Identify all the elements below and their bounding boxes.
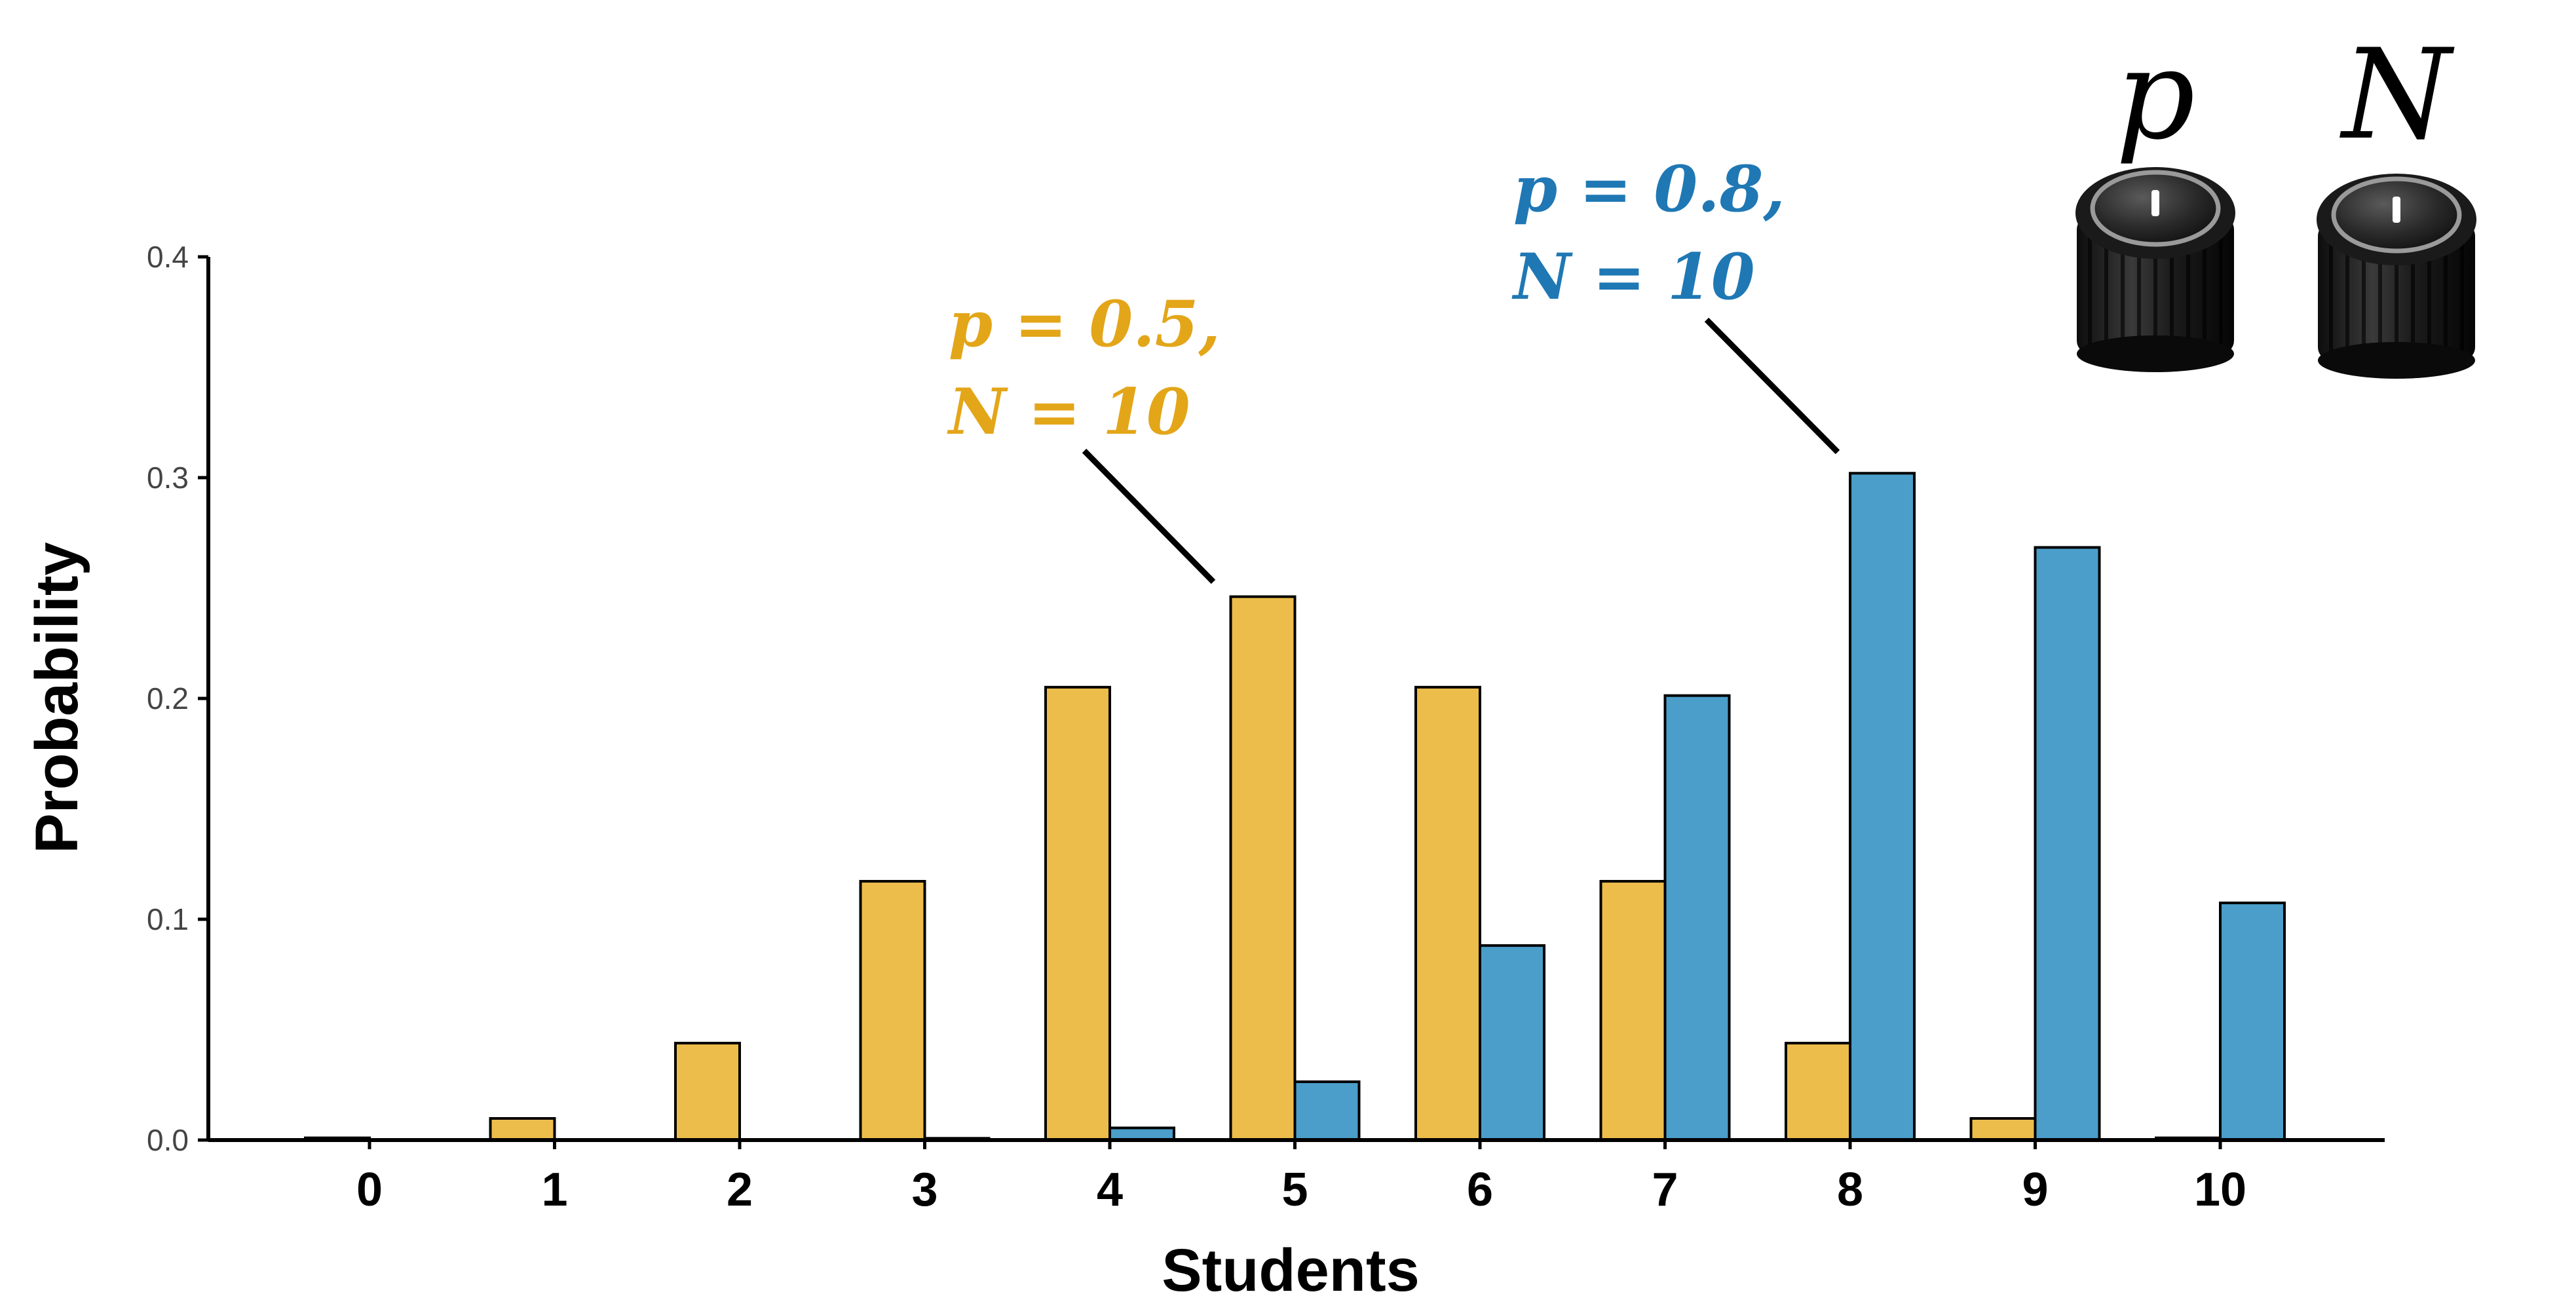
bar-series1-7 — [1663, 694, 1731, 1141]
x-tick-label: 10 — [2194, 1164, 2246, 1216]
annotation-p08-line2: N = 10 — [1511, 240, 1755, 314]
bar-series1-5 — [1293, 1080, 1361, 1141]
annotation-p08-line1: p = 0.8, — [1513, 152, 1785, 226]
knob-n: N — [2317, 22, 2476, 379]
bar-series1-9 — [2034, 546, 2101, 1141]
bar-series1-6 — [1479, 944, 1545, 1142]
bar-series0-4 — [1044, 685, 1111, 1141]
bar-series0-7 — [1599, 880, 1667, 1141]
x-tick-label: 7 — [1652, 1164, 1678, 1216]
x-tick-label: 2 — [727, 1164, 753, 1216]
x-tick-label: 6 — [1467, 1164, 1493, 1216]
y-tick-label: 0.2 — [147, 681, 189, 715]
bar-series0-3 — [859, 880, 926, 1141]
annotation-p05-pointer — [1082, 448, 1216, 584]
bar-series0-2 — [674, 1042, 741, 1141]
x-tick-label: 1 — [541, 1164, 567, 1216]
y-tick-label: 0.4 — [147, 240, 189, 274]
annotation-p05: p = 0.5, N = 10 — [947, 287, 1221, 584]
bar-series1-10 — [2219, 902, 2286, 1141]
x-tick-label: 8 — [1837, 1164, 1863, 1216]
knob-icon — [2317, 174, 2476, 379]
annotation-p08: p = 0.8, N = 10 — [1511, 152, 1840, 455]
knob-p: p — [2075, 22, 2235, 372]
bar-series0-8 — [1785, 1042, 1851, 1141]
bar-series0-5 — [1229, 595, 1297, 1141]
x-tick-label: 0 — [356, 1164, 383, 1216]
bar-series1-8 — [1849, 472, 1916, 1141]
bar-group — [304, 472, 2286, 1142]
knob-n-label: N — [2339, 22, 2455, 167]
annotation-p05-line2: N = 10 — [947, 375, 1190, 449]
y-axis-title: Probability — [24, 542, 90, 853]
y-tick-label: 0.3 — [147, 461, 189, 495]
bar-series0-9 — [1969, 1116, 2037, 1141]
y-tick-label: 0.0 — [147, 1123, 189, 1157]
x-tick-label: 3 — [911, 1164, 938, 1216]
bar-series0-1 — [489, 1116, 556, 1141]
x-tick-label: 5 — [1281, 1164, 1308, 1216]
x-tick-label: 9 — [2022, 1164, 2048, 1216]
annotation-p05-line1: p = 0.5, — [949, 287, 1221, 361]
annotation-p08-pointer — [1704, 317, 1840, 455]
x-axis-title: Students — [1162, 1237, 1420, 1304]
x-tick-label: 4 — [1097, 1164, 1123, 1216]
y-tick-label: 0.1 — [147, 902, 189, 936]
bar-series0-6 — [1414, 685, 1481, 1141]
knob-p-label: p — [2115, 22, 2195, 167]
knob-icon — [2075, 167, 2235, 372]
axes: 0.0 0.1 0.2 0.3 0.4 0 1 2 3 4 5 6 7 8 9 10 — [147, 240, 2385, 1216]
